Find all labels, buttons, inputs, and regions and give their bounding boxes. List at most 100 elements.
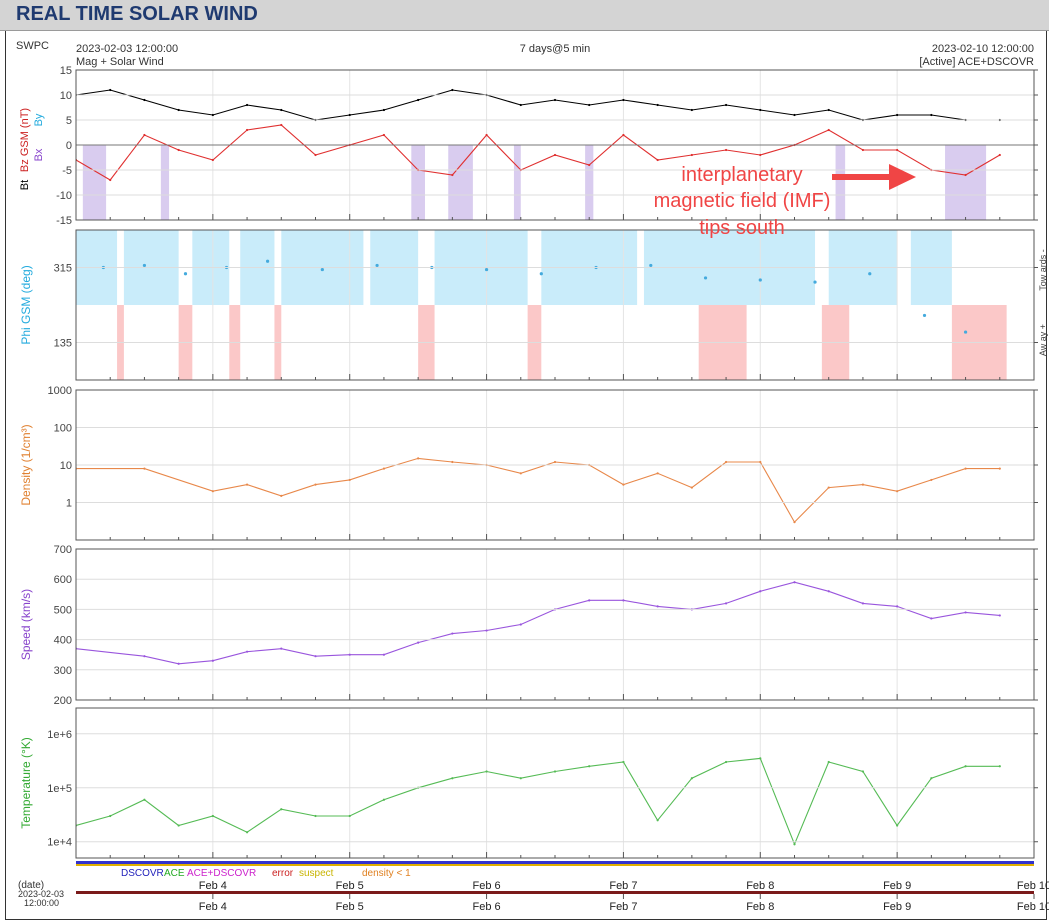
temperature-point <box>759 757 762 760</box>
mag-point <box>417 98 420 102</box>
phi-point <box>703 276 708 280</box>
density-point <box>656 472 659 475</box>
speed-point <box>896 605 899 608</box>
phi-right-label-towards: Tow ards - <box>1038 249 1048 291</box>
speed-ytick-label: 600 <box>54 574 72 586</box>
speed-point <box>143 655 146 658</box>
mag-point <box>245 128 249 132</box>
date-tick-label-top: Feb 8 <box>746 880 774 892</box>
legend-density: density < 1 <box>362 868 411 879</box>
date-tick-label-bottom: Feb 6 <box>473 901 501 913</box>
phi-point <box>320 267 324 272</box>
speed-point <box>861 602 865 605</box>
legend-error: error <box>272 868 294 879</box>
temperature-point <box>314 814 317 818</box>
mag-ytick-label: 5 <box>66 115 72 127</box>
quality-status-bar <box>76 864 1034 866</box>
temperature-point <box>245 831 249 834</box>
date-tick-label-top: Feb 5 <box>336 880 364 892</box>
density-point <box>861 483 865 486</box>
mag-point <box>964 173 967 177</box>
density-point <box>314 483 317 486</box>
mag-point <box>793 113 796 117</box>
mag-series-bt <box>76 89 1000 121</box>
phi-point <box>183 272 188 276</box>
temperature-point <box>451 777 454 780</box>
mag-point <box>656 103 659 107</box>
mag-point <box>382 108 386 112</box>
bz-south-band <box>945 145 987 220</box>
mag-point <box>245 103 249 107</box>
legend-dscovr: DSCOVR <box>121 868 164 879</box>
mag-point <box>143 133 146 137</box>
density-ytick-label: 1 <box>66 498 72 510</box>
speed-ytick-label: 200 <box>54 695 72 707</box>
phi-point <box>758 278 762 282</box>
speed-point <box>280 647 283 650</box>
temperature-point <box>143 798 146 801</box>
temperature-point <box>622 760 625 764</box>
mag-point <box>724 103 728 107</box>
temperature-point <box>177 824 180 827</box>
speed-point <box>382 653 386 656</box>
mag-ylabel-part: Bt <box>19 180 31 190</box>
temperature-point <box>588 765 591 768</box>
density-point <box>348 478 351 482</box>
mag-point <box>861 148 865 152</box>
speed-point <box>314 655 317 658</box>
mag-point <box>451 173 454 177</box>
temperature-point <box>382 798 386 801</box>
speed-point <box>417 641 420 644</box>
temperature-point <box>553 770 557 773</box>
mag-ytick-label: -15 <box>56 215 72 227</box>
speed-point <box>964 611 967 614</box>
agency-label: SWPC <box>16 40 49 52</box>
mag-point <box>451 88 454 92</box>
date-axis-start-time: 12:00:00 <box>24 898 59 908</box>
phi-point <box>539 272 543 276</box>
mag-point <box>690 108 693 112</box>
mag-point <box>211 158 214 162</box>
temperature-point <box>211 814 214 818</box>
speed-ytick-label: 400 <box>54 635 72 647</box>
density-panel: 1000 100 10 1 Density (1/cm³) <box>19 385 1038 541</box>
mag-point <box>485 133 488 137</box>
speed-series-speed <box>76 581 1000 665</box>
temperature-series-temperature <box>76 757 1000 846</box>
temperature-ytick-label: 1e+5 <box>47 783 72 795</box>
speed-point <box>930 617 933 620</box>
phi-point <box>375 263 379 268</box>
panels: 15 10 5 0 -5 -10 -15 Bt Bz GSM (nT) Bx By 315 135 Phi… <box>19 65 1048 859</box>
mag-point <box>724 148 728 152</box>
phi-point <box>813 280 817 284</box>
date-axis-label: (date) <box>18 880 44 891</box>
density-point <box>930 478 933 482</box>
bz-south-band <box>160 145 170 220</box>
speed-point <box>827 590 830 593</box>
speed-point <box>656 605 659 608</box>
phi-point <box>266 259 270 263</box>
density-point <box>724 460 728 464</box>
density-ytick-label: 100 <box>54 423 72 435</box>
speed-point <box>998 614 1001 617</box>
mag-ylabel-part: By <box>33 113 45 126</box>
date-tick-label-bottom: Feb 7 <box>609 901 637 913</box>
mag-point <box>827 128 830 132</box>
temperature-point <box>793 843 796 846</box>
legend-ace-dscovr: ACE+DSCOVR <box>187 868 256 879</box>
temperature-point <box>656 819 659 822</box>
date-tick-label-top: Feb 6 <box>473 880 501 892</box>
end-time: 2023-02-10 12:00:00 <box>932 43 1034 55</box>
density-point <box>451 460 454 464</box>
temperature-point <box>896 824 899 827</box>
mag-point <box>177 108 180 112</box>
temperature-point <box>827 760 830 764</box>
mag-point <box>896 113 899 117</box>
density-point <box>280 494 283 497</box>
bz-south-band <box>835 145 846 220</box>
mag-ytick-label: 15 <box>60 65 72 77</box>
density-ytick-label: 10 <box>60 460 72 472</box>
date-tick-label-top: Feb 4 <box>199 880 227 892</box>
date-bars: Feb 4 Feb 4 Feb 5 Feb 5 Feb 6 Feb 6 Feb 7 Feb 7… <box>76 861 1049 913</box>
density-point <box>690 486 693 489</box>
